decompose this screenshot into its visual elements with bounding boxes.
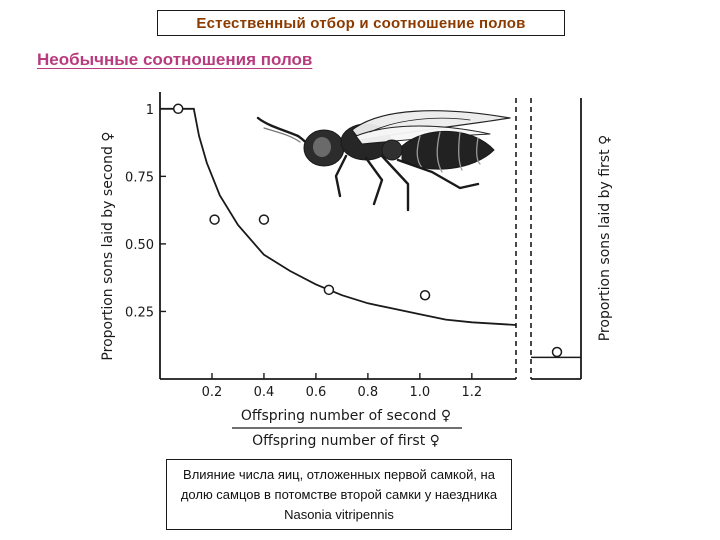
sex-ratio-chart: 0.25 0.50 0.75 1 0.2 0.4 0.6 0.8 1.0 1.2 Offspring… [100, 92, 613, 449]
data-point [172, 103, 184, 115]
inset-data-point [551, 346, 563, 358]
y-axis-label-left: Proportion sons laid by second ♀ [100, 131, 116, 360]
slide-title: Естественный отбор и соотношение полов [157, 10, 565, 36]
y-tick-label: 0.75 [125, 170, 154, 185]
y-axis-label-right: Proportion sons laid by first ♀ [597, 135, 613, 342]
x-tick-label: 0.4 [254, 385, 275, 400]
y-tick-label: 0.50 [125, 238, 154, 253]
fitted-curve [160, 107, 517, 326]
x-tick-label: 1.2 [461, 385, 482, 400]
y-tick-label: 0.25 [125, 305, 154, 320]
figure-caption: Влияние числа яиц, отложенных первой сам… [166, 459, 512, 530]
data-point [258, 214, 270, 225]
x-axis-label-denominator: Offspring number of first ♀ [252, 433, 440, 449]
x-axis-label-numerator: Offspring number of second ♀ [241, 408, 451, 424]
data-point [209, 214, 220, 225]
x-tick-label: 0.8 [358, 385, 379, 400]
x-tick-label: 1.0 [410, 385, 431, 400]
wasp-icon [256, 110, 511, 212]
slide-subtitle: Необычные соотношения полов [37, 50, 313, 69]
data-point [323, 284, 335, 296]
data-point [419, 289, 431, 301]
y-tick-label: 1 [146, 103, 154, 118]
x-tick-label: 0.2 [202, 385, 223, 400]
x-tick-label: 0.6 [306, 385, 327, 400]
